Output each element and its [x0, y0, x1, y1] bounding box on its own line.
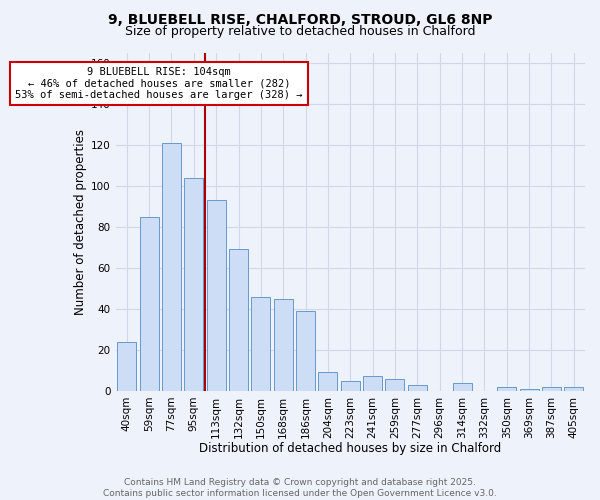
Bar: [341, 380, 360, 391]
Text: 9, BLUEBELL RISE, CHALFORD, STROUD, GL6 8NP: 9, BLUEBELL RISE, CHALFORD, STROUD, GL6 …: [108, 12, 492, 26]
Bar: [363, 376, 382, 391]
X-axis label: Distribution of detached houses by size in Chalford: Distribution of detached houses by size …: [199, 442, 502, 455]
Bar: [408, 384, 427, 391]
Text: 9 BLUEBELL RISE: 104sqm
← 46% of detached houses are smaller (282)
53% of semi-d: 9 BLUEBELL RISE: 104sqm ← 46% of detache…: [16, 67, 303, 100]
Bar: [251, 296, 271, 391]
Bar: [520, 389, 539, 391]
Text: Contains HM Land Registry data © Crown copyright and database right 2025.
Contai: Contains HM Land Registry data © Crown c…: [103, 478, 497, 498]
Bar: [229, 250, 248, 391]
Bar: [140, 216, 158, 391]
Bar: [206, 200, 226, 391]
Bar: [184, 178, 203, 391]
Bar: [452, 382, 472, 391]
Bar: [565, 386, 583, 391]
Y-axis label: Number of detached properties: Number of detached properties: [74, 128, 87, 314]
Text: Size of property relative to detached houses in Chalford: Size of property relative to detached ho…: [125, 25, 475, 38]
Bar: [319, 372, 337, 391]
Bar: [274, 298, 293, 391]
Bar: [497, 386, 516, 391]
Bar: [385, 378, 404, 391]
Bar: [117, 342, 136, 391]
Bar: [162, 142, 181, 391]
Bar: [296, 311, 315, 391]
Bar: [542, 386, 561, 391]
